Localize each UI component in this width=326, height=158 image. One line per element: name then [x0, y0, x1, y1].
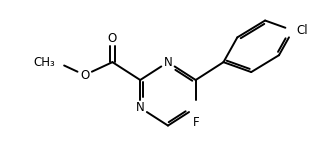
Text: O: O [80, 69, 89, 82]
Text: Cl: Cl [297, 24, 308, 37]
Text: N: N [164, 56, 172, 69]
Text: CH₃: CH₃ [33, 56, 55, 69]
Text: N: N [136, 101, 144, 114]
Text: O: O [108, 32, 117, 45]
Text: F: F [192, 116, 199, 129]
